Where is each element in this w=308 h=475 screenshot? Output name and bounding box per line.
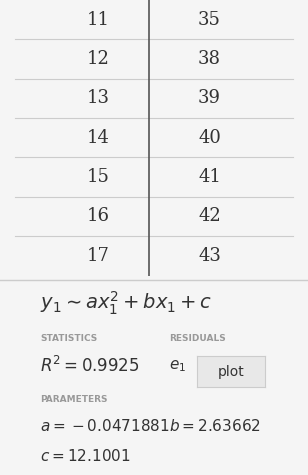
- Text: 16: 16: [87, 208, 110, 226]
- Text: $R^2 = 0.9925$: $R^2 = 0.9925$: [40, 356, 140, 376]
- Text: $y_1{\sim}ax_1^2 + bx_1 + c$: $y_1{\sim}ax_1^2 + bx_1 + c$: [40, 290, 212, 317]
- Text: PARAMETERS: PARAMETERS: [40, 395, 107, 404]
- Text: $a = -0.0471881$: $a = -0.0471881$: [40, 418, 170, 434]
- Text: 38: 38: [198, 50, 221, 68]
- Text: plot: plot: [218, 365, 244, 379]
- Text: RESIDUALS: RESIDUALS: [169, 334, 226, 343]
- Text: $c = 12.1001$: $c = 12.1001$: [40, 447, 131, 464]
- Text: STATISTICS: STATISTICS: [40, 334, 97, 343]
- Text: 40: 40: [198, 129, 221, 147]
- Text: 35: 35: [198, 10, 221, 28]
- Text: $b = 2.63662$: $b = 2.63662$: [169, 418, 261, 434]
- Text: 14: 14: [87, 129, 110, 147]
- Text: 41: 41: [198, 168, 221, 186]
- Text: 13: 13: [87, 89, 110, 107]
- Text: 39: 39: [198, 89, 221, 107]
- Text: 11: 11: [87, 10, 110, 28]
- Text: 17: 17: [87, 247, 110, 265]
- Text: 42: 42: [198, 208, 221, 226]
- Text: 12: 12: [87, 50, 110, 68]
- Text: 15: 15: [87, 168, 110, 186]
- Text: 43: 43: [198, 247, 221, 265]
- Text: $e_1$: $e_1$: [169, 358, 187, 374]
